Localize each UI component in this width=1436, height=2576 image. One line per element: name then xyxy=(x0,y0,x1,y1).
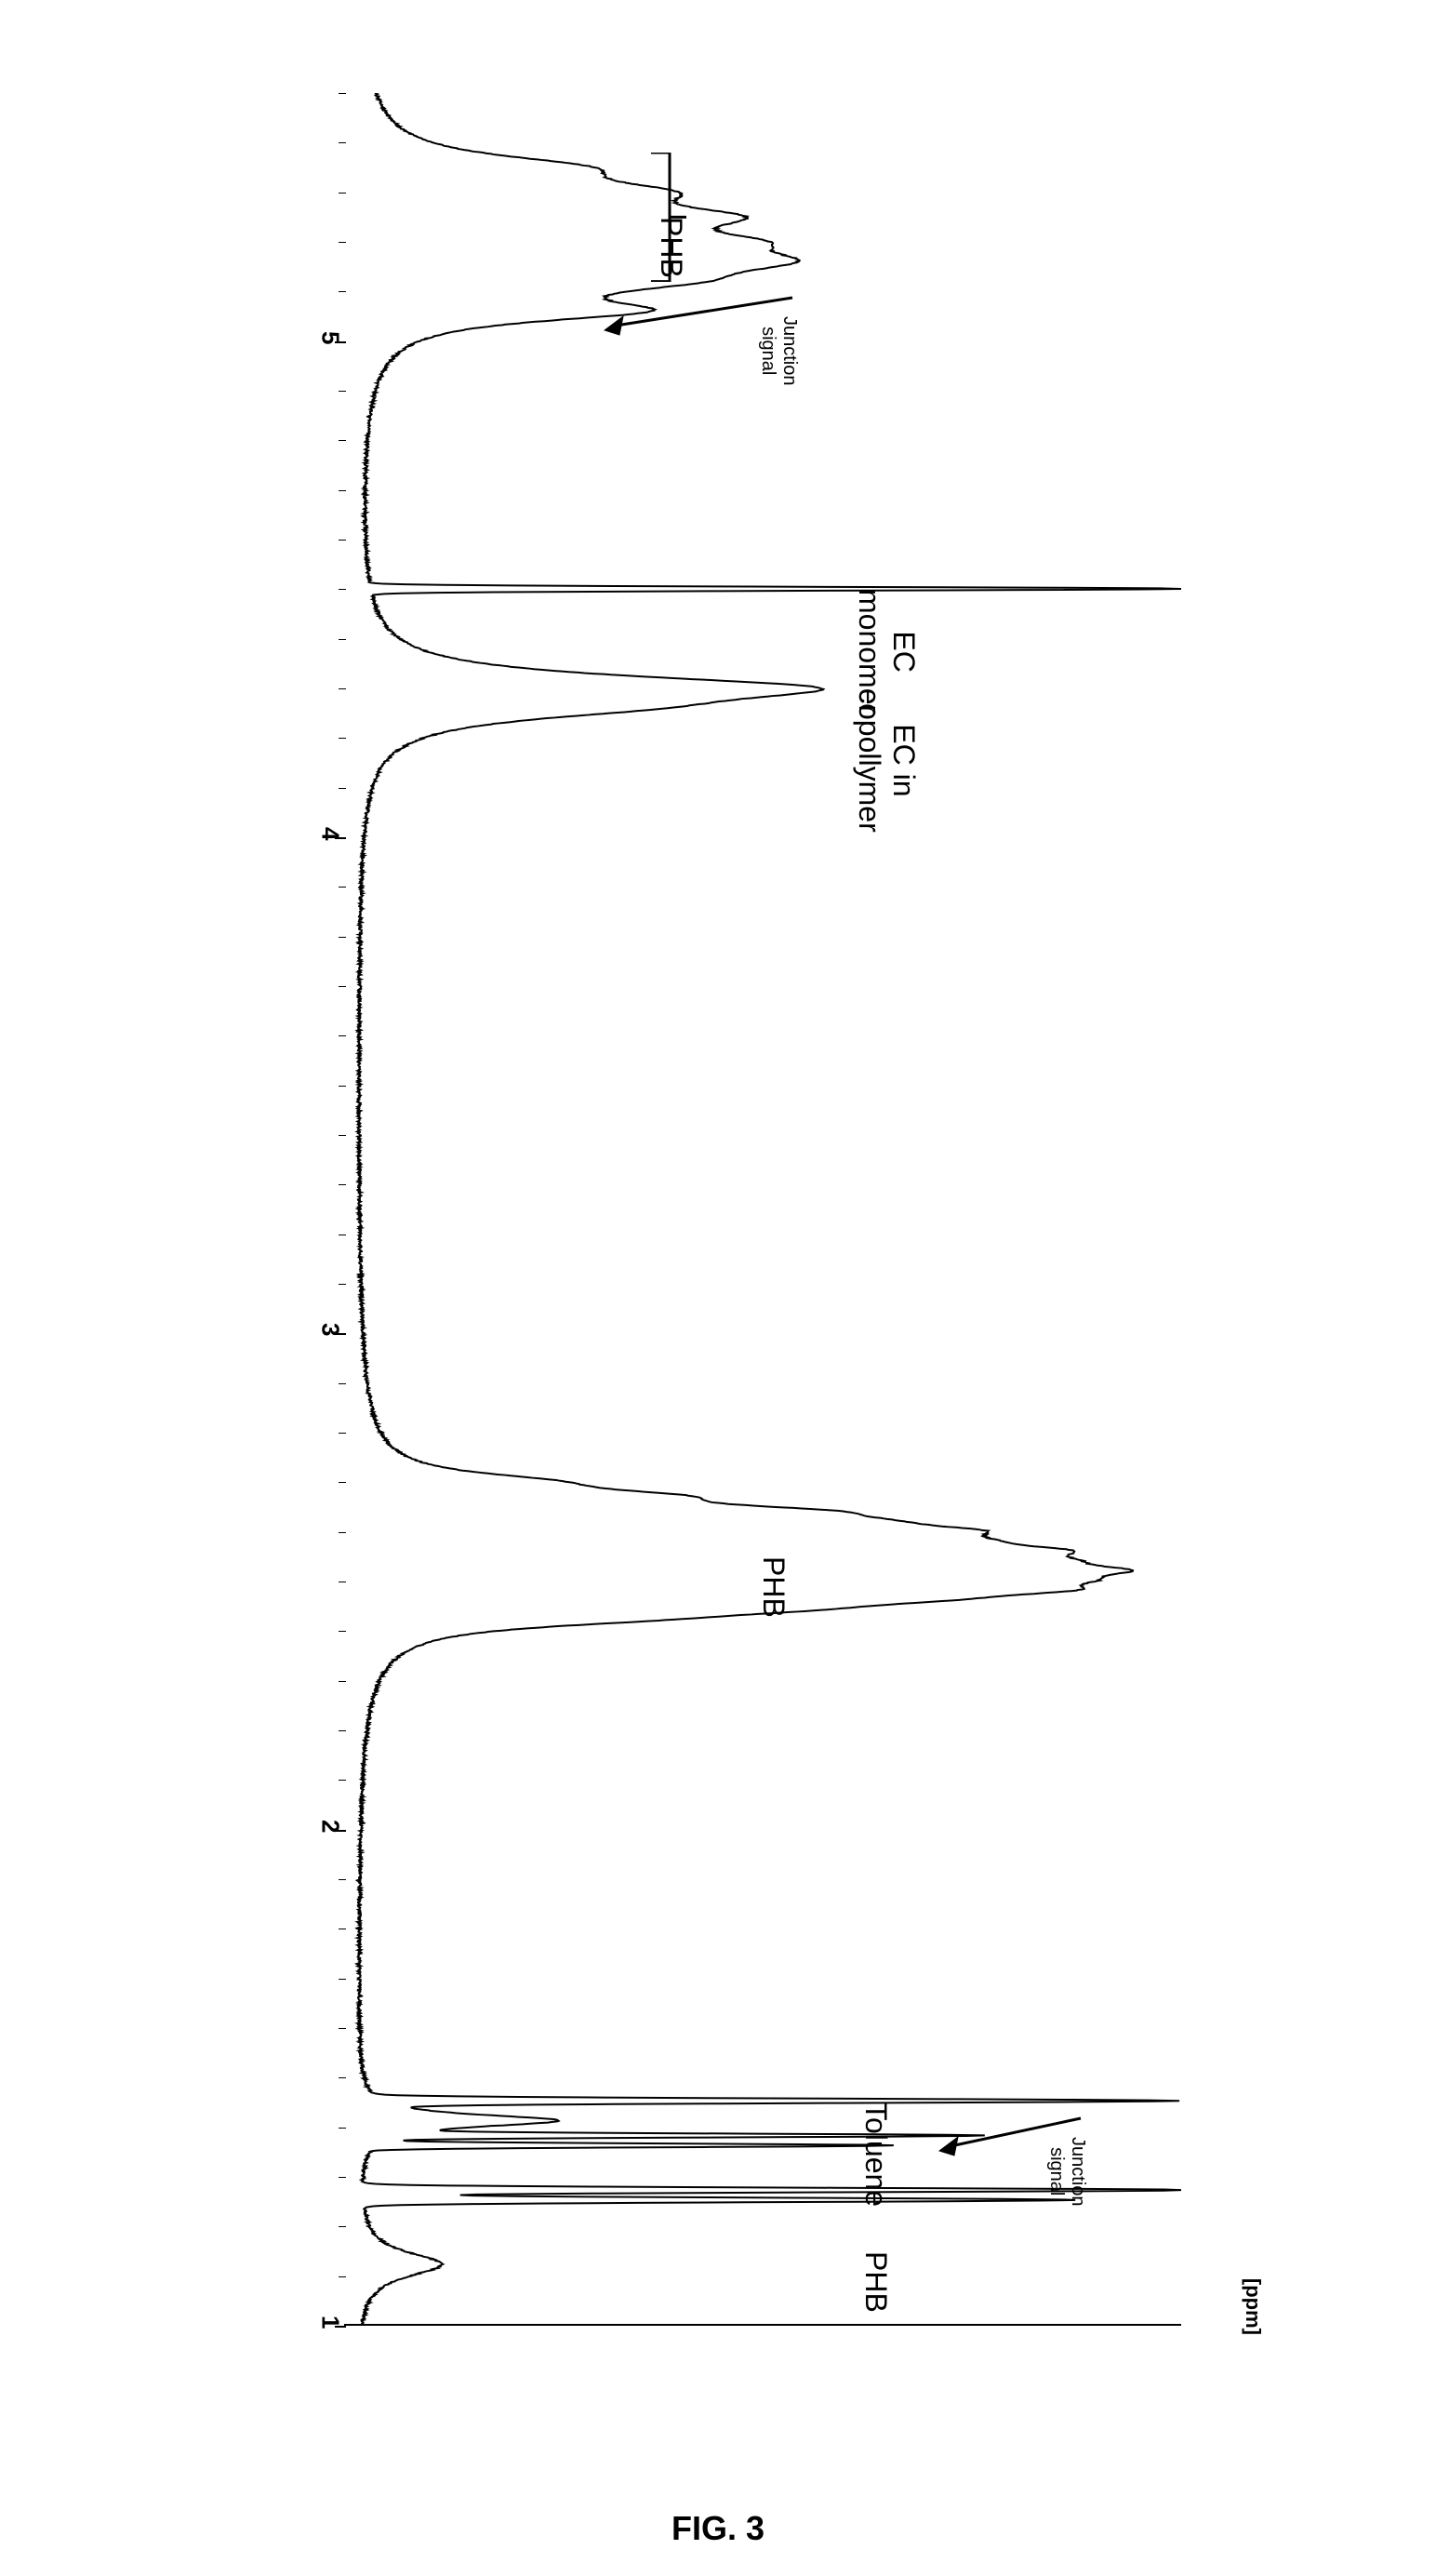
axis-minor-tick xyxy=(339,1086,346,1087)
axis-minor-tick xyxy=(339,788,346,789)
axis-tick-label: 3 xyxy=(316,1281,345,1337)
annotation-arrow xyxy=(930,2081,1097,2193)
axis-minor-tick xyxy=(339,440,346,441)
axis-minor-tick xyxy=(339,1135,346,1136)
axis-tick-mark xyxy=(335,1830,346,1832)
axis-label: [ppm] xyxy=(1241,2278,1265,2335)
axis-tick-label: 4 xyxy=(316,785,345,841)
axis-tick-mark xyxy=(335,2326,346,2328)
annotation-label: PHB xyxy=(756,1556,791,1618)
annotation-label: PHB xyxy=(858,2251,893,2313)
annotation-label: Toluene xyxy=(858,2102,893,2207)
axis-minor-tick xyxy=(339,1035,346,1036)
axis-minor-tick xyxy=(339,589,346,590)
axis-tick-mark xyxy=(335,837,346,839)
axis-minor-tick xyxy=(339,93,346,94)
nmr-plot-area xyxy=(344,93,1181,2326)
axis-minor-tick xyxy=(339,1730,346,1731)
axis-minor-tick xyxy=(339,1482,346,1483)
axis-minor-tick xyxy=(339,142,346,143)
figure-container: 12345 PHBJunction signalEC monomerEC in … xyxy=(112,93,1321,2419)
axis-minor-tick xyxy=(339,937,346,938)
axis-minor-tick xyxy=(339,2077,346,2078)
axis-minor-tick xyxy=(339,391,346,392)
axis-minor-tick xyxy=(339,1879,346,1880)
axis-minor-tick xyxy=(339,1780,346,1781)
axis-minor-tick xyxy=(339,490,346,491)
axis-tick-mark xyxy=(335,341,346,343)
axis-tick-label: 1 xyxy=(316,2274,345,2329)
axis-minor-tick xyxy=(339,1433,346,1434)
axis-minor-tick xyxy=(339,1383,346,1384)
axis-minor-tick xyxy=(339,2128,346,2129)
axis-minor-tick xyxy=(339,2226,346,2227)
axis-minor-tick xyxy=(339,2276,346,2277)
axis-minor-tick xyxy=(339,2028,346,2029)
figure-caption: FIG. 3 xyxy=(671,2509,765,2548)
axis-minor-tick xyxy=(339,1681,346,1682)
annotation-label: EC in copollymer xyxy=(852,688,921,833)
axis-tick-label: 2 xyxy=(316,1777,345,1833)
axis-minor-tick xyxy=(339,291,346,292)
axis-minor-tick xyxy=(339,1532,346,1533)
axis-minor-tick xyxy=(339,986,346,987)
axis-minor-tick xyxy=(339,887,346,888)
axis-minor-tick xyxy=(339,1184,346,1185)
axis-minor-tick xyxy=(339,639,346,640)
axis-minor-tick xyxy=(339,1284,346,1285)
nmr-spectrum xyxy=(344,93,1181,2324)
axis-minor-tick xyxy=(339,193,346,194)
axis-tick-mark xyxy=(335,1333,346,1335)
axis-minor-tick xyxy=(339,1631,346,1632)
axis-minor-tick xyxy=(339,738,346,739)
axis-minor-tick xyxy=(339,2177,346,2178)
axis-minor-tick xyxy=(339,688,346,689)
axis-minor-tick xyxy=(339,242,346,243)
annotation-arrow xyxy=(595,260,809,372)
axis-tick-label: 5 xyxy=(316,288,345,344)
axis-minor-tick xyxy=(339,540,346,541)
axis-minor-tick xyxy=(339,1979,346,1980)
